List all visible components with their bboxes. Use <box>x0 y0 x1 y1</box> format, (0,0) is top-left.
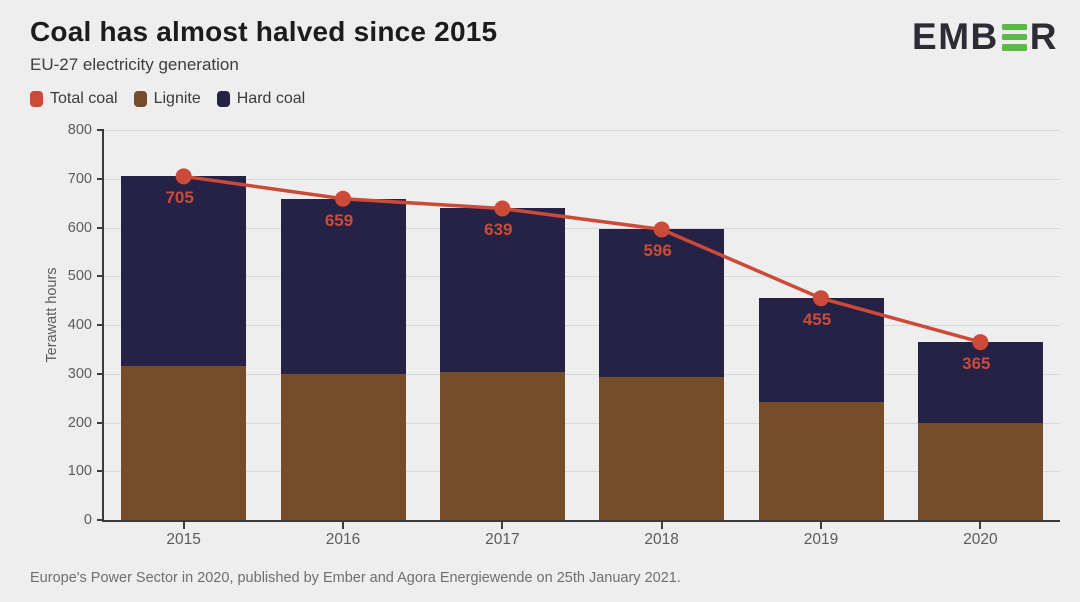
legend-item-total-coal: Total coal <box>30 90 118 108</box>
x-tick-label-2015: 2015 <box>166 531 201 548</box>
chart-subtitle: EU-27 electricity generation <box>30 55 239 74</box>
y-tick-800 <box>97 129 104 131</box>
legend-item-hard-coal: Hard coal <box>216 90 306 108</box>
logo-green-e-icon <box>1001 23 1027 51</box>
y-tick-200 <box>97 421 104 424</box>
grid-line-800 <box>104 130 1060 131</box>
y-tick-700 <box>97 177 104 180</box>
y-axis-line <box>102 130 104 522</box>
legend-swatch-lignite <box>133 91 147 107</box>
y-tick-label-400: 400 <box>67 317 92 333</box>
grid-line-400 <box>104 325 1060 326</box>
legend-swatch-total-coal <box>30 91 43 107</box>
bar-lignite-2020 <box>917 422 1043 520</box>
data-label-2017: 639 <box>484 220 513 240</box>
data-label-2019: 455 <box>802 310 832 330</box>
data-label-2020: 365 <box>962 354 991 374</box>
y-tick-label-700: 700 <box>67 170 92 187</box>
y-tick-500 <box>97 275 104 278</box>
x-tick-2020 <box>979 522 982 529</box>
y-tick-0 <box>97 519 104 521</box>
data-label-2018: 596 <box>643 241 672 261</box>
grid-line-100 <box>104 471 1060 473</box>
x-tick-label-2017: 2017 <box>485 531 520 548</box>
x-tick-2019 <box>820 522 822 529</box>
y-tick-300 <box>97 372 104 375</box>
y-tick-label-500: 500 <box>67 268 92 285</box>
data-label-2015: 705 <box>165 188 194 208</box>
legend-label-hard-coal: Hard coal <box>236 90 306 107</box>
x-tick-label-2016: 2016 <box>325 531 361 548</box>
x-axis-line <box>102 520 1060 522</box>
bar-lignite-2017 <box>439 372 565 520</box>
chart-header: Coal has almost halved since 2015 EU-27 … <box>30 16 1060 75</box>
bar-lignite-2015 <box>121 365 247 520</box>
chart-legend: Total coal Lignite Hard coal <box>30 90 305 108</box>
grid-line-500 <box>104 276 1060 278</box>
y-tick-label-600: 600 <box>67 219 92 236</box>
x-tick-label-2020: 2020 <box>963 531 998 548</box>
bar-lignite-2019 <box>758 402 884 520</box>
y-tick-600 <box>97 226 104 229</box>
page-title: Coal has almost halved since 2015 <box>30 16 498 47</box>
bar-lignite-2018 <box>599 377 725 520</box>
ember-logo: EMB R <box>912 16 1058 58</box>
data-label-2016: 659 <box>324 210 354 230</box>
grid-line-700 <box>104 178 1060 180</box>
x-tick-label-2018: 2018 <box>644 531 679 548</box>
grid-line-200 <box>104 422 1060 424</box>
x-tick-2017 <box>501 522 504 529</box>
x-tick-2016 <box>342 522 344 529</box>
legend-item-lignite: Lignite <box>133 90 201 108</box>
y-tick-label-200: 200 <box>67 414 92 431</box>
logo-text-start: EMB <box>912 16 999 57</box>
y-tick-label-300: 300 <box>67 365 92 382</box>
source-note: Europe's Power Sector in 2020, published… <box>30 570 681 586</box>
x-tick-label-2019: 2019 <box>803 531 839 548</box>
grid-line-600 <box>104 227 1060 229</box>
grid-line-300 <box>104 373 1060 375</box>
y-tick-400 <box>97 324 104 326</box>
y-tick-100 <box>97 470 104 473</box>
bar-lignite-2016 <box>280 373 406 520</box>
x-tick-2018 <box>660 522 663 529</box>
y-tick-label-0: 0 <box>83 512 92 528</box>
legend-label-lignite: Lignite <box>153 90 201 107</box>
legend-label-total-coal: Total coal <box>50 90 118 107</box>
legend-swatch-hard-coal <box>216 91 230 107</box>
bar-hard-coal-2020 <box>917 342 1043 423</box>
x-tick-2015 <box>182 522 185 529</box>
y-tick-label-100: 100 <box>67 463 92 480</box>
y-tick-label-800: 800 <box>67 122 92 138</box>
logo-text-end: R <box>1029 16 1058 57</box>
